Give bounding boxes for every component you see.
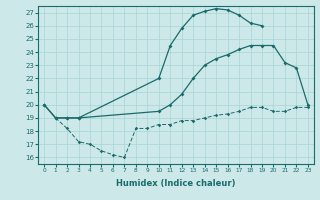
X-axis label: Humidex (Indice chaleur): Humidex (Indice chaleur) [116,179,236,188]
